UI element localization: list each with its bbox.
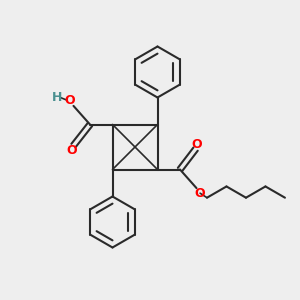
Text: O: O: [195, 187, 206, 200]
Text: O: O: [67, 144, 77, 158]
Text: O: O: [192, 137, 203, 151]
Text: H: H: [52, 91, 62, 104]
Text: O: O: [64, 94, 75, 107]
